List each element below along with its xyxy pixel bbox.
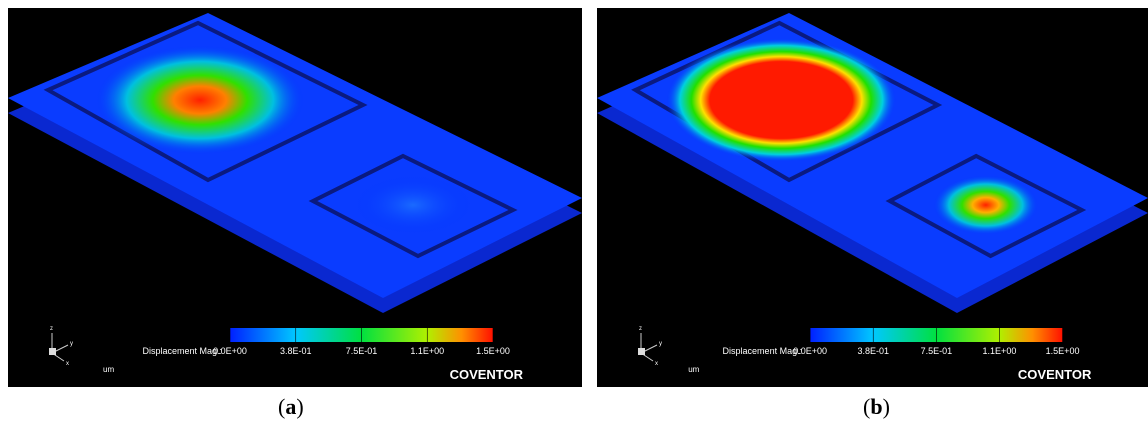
figure: Displacement Mag.:0.0E+003.8E-017.5E-011… [0, 0, 1148, 421]
colorbar-tick-label: 0.0E+00 [793, 346, 827, 356]
colorbar-tick-label: 3.8E-01 [857, 346, 889, 356]
brand-label: COVENTOR [450, 367, 524, 382]
axis-label: z [639, 326, 642, 332]
axis-label: x [66, 361, 69, 367]
axis-label: y [70, 341, 73, 347]
displacement-field [353, 175, 473, 235]
colorbar-tick-label: 1.1E+00 [983, 346, 1017, 356]
panel-caption: (a) [278, 394, 304, 420]
colorbar-tick-label: 1.5E+00 [476, 346, 510, 356]
axis-cube [638, 348, 645, 355]
displacement-field [95, 45, 305, 155]
colorbar-tick-label: 0.0E+00 [213, 346, 247, 356]
panel-label: a [285, 394, 296, 419]
colorbar-title: Displacement Mag.: [723, 346, 803, 356]
displacement-field [933, 175, 1039, 235]
unit-label: um [688, 365, 699, 374]
axis-cube [49, 348, 56, 355]
axis-label: y [659, 341, 662, 347]
colorbar-tick-label: 7.5E-01 [346, 346, 378, 356]
axis-label: x [655, 361, 658, 367]
colorbar-title: Displacement Mag.: [142, 346, 222, 356]
simulation-panel: Displacement Mag.:0.0E+00 3.8E-01 7.5E-01 1… [597, 8, 1148, 387]
simulation-panel: Displacement Mag.:0.0E+00 3.8E-01 7.5E-01 1… [8, 8, 582, 387]
panel-label: b [870, 394, 882, 419]
displacement-field [666, 38, 896, 162]
colorbar-tick-label: 1.1E+00 [410, 346, 444, 356]
brand-label: COVENTOR [1018, 367, 1092, 382]
colorbar-tick-label: 7.5E-01 [921, 346, 953, 356]
colorbar-tick-label: 1.5E+00 [1046, 346, 1080, 356]
axis-label: z [50, 326, 53, 332]
panel-caption: (b) [863, 394, 890, 420]
colorbar-tick-label: 3.8E-01 [280, 346, 312, 356]
unit-label: um [103, 365, 114, 374]
